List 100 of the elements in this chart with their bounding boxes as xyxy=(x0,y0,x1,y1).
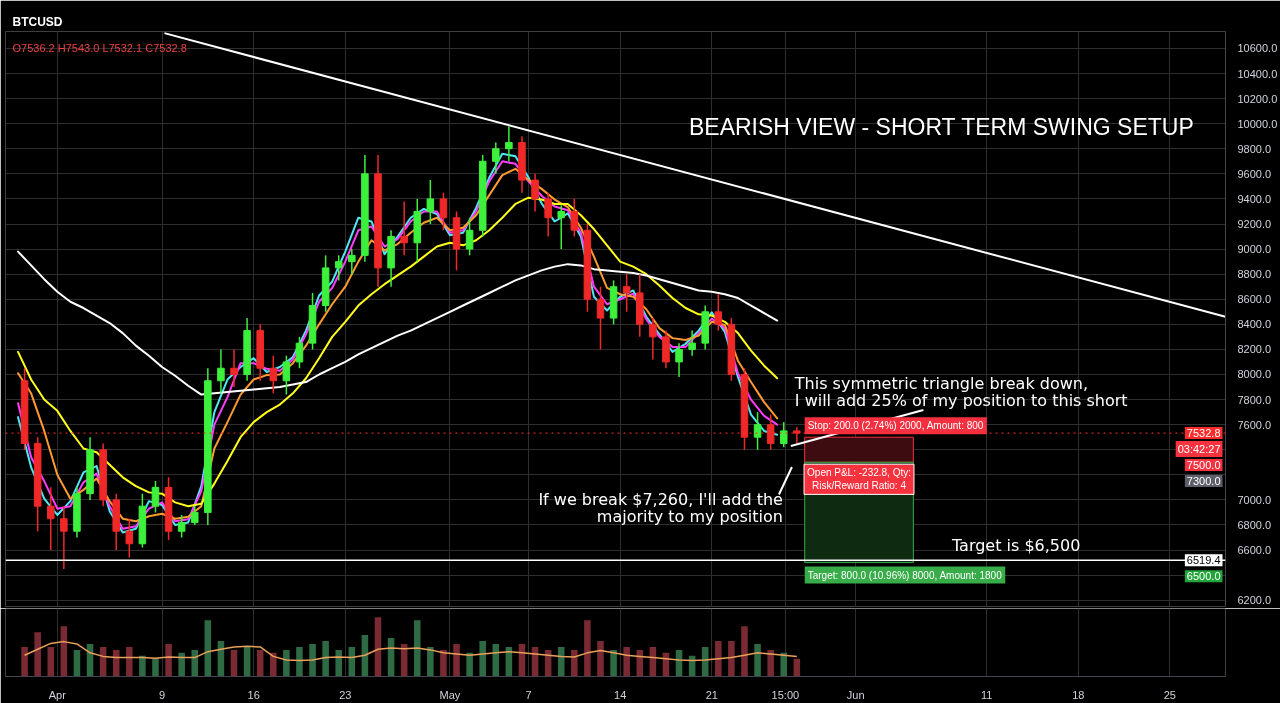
annotation: 03:42:27 xyxy=(1177,443,1221,456)
candlestick xyxy=(675,342,683,378)
x-tick-label: Jun xyxy=(846,688,865,701)
annotation: Open P&L: -232.8, Qty: Risk/Reward Ratio: 4 xyxy=(807,467,911,492)
candlestick xyxy=(596,285,605,351)
data-label: Stop: 200.0 (2.74%) 2000, Amount: 800 xyxy=(807,420,984,432)
candlestick xyxy=(151,480,160,514)
text: BEARISH VIEW - SHORT TERM SWING SETUP xyxy=(688,113,1194,140)
y-tick-label: 8400.0 xyxy=(1237,318,1272,331)
bar xyxy=(597,641,604,677)
candlestick xyxy=(465,216,474,257)
line-series xyxy=(17,250,779,396)
bar xyxy=(283,649,290,677)
bar xyxy=(413,620,421,677)
candlestick xyxy=(125,517,134,559)
candlestick xyxy=(779,421,788,448)
annotation: Target is $6,500 xyxy=(950,535,1081,555)
y-tick-label: 6800.0 xyxy=(1237,518,1272,531)
y-tick-label: 9200.0 xyxy=(1237,218,1272,230)
candlestick xyxy=(190,505,199,526)
candlestick xyxy=(217,348,225,395)
candlestick xyxy=(334,254,343,282)
bar xyxy=(152,658,159,677)
ref-line-label: 6519.4 xyxy=(1186,554,1221,567)
x-tick-label: May xyxy=(439,688,461,701)
candlestick xyxy=(269,354,278,395)
bar xyxy=(610,649,617,677)
bar xyxy=(309,643,316,677)
candlestick xyxy=(570,198,579,238)
y-tick-label: 9600.0 xyxy=(1237,167,1272,180)
bar xyxy=(270,652,277,677)
bar xyxy=(47,646,55,677)
ref-line-label: 7532.8 xyxy=(1186,427,1221,440)
x-tick-label: 15:00 xyxy=(771,688,800,701)
annotation: If we break $7,260, I'll add the majority to my position xyxy=(538,490,783,527)
bar xyxy=(741,626,748,677)
annotation: This symmetric triangle break down, I will add 25% of my position to this short xyxy=(793,374,1128,411)
annotation: O7536.2 H7543.0 L7532.1 C7532.8 xyxy=(12,42,187,55)
bar xyxy=(191,649,199,677)
annotation: 7500.0 xyxy=(1186,459,1221,472)
y-tick-label: 7600.0 xyxy=(1237,418,1272,431)
x-tick-label: 23 xyxy=(339,688,352,701)
y-tick-label: 8000.0 xyxy=(1237,368,1272,381)
candlestick xyxy=(531,173,539,213)
x-tick-label: 11 xyxy=(980,688,993,701)
y-tick-label: 10200.0 xyxy=(1237,92,1278,105)
bar xyxy=(623,646,630,677)
candlestick xyxy=(649,317,657,361)
candlestick xyxy=(766,413,775,451)
bar xyxy=(230,649,238,677)
bar xyxy=(715,641,722,677)
bar xyxy=(126,646,133,677)
bar xyxy=(754,643,761,677)
bar xyxy=(780,652,788,677)
candlestick xyxy=(400,200,408,257)
y-tick-label: 8200.0 xyxy=(1237,343,1272,356)
bar xyxy=(479,641,486,677)
x-tick-label: 16 xyxy=(247,688,260,701)
candlestick xyxy=(505,125,513,163)
candlestick xyxy=(46,486,55,551)
y-tick-label: 10400.0 xyxy=(1237,67,1278,80)
x-tick-label: 9 xyxy=(158,688,166,701)
bar xyxy=(557,646,565,677)
candlestick xyxy=(282,354,291,396)
bar xyxy=(427,646,434,677)
bar xyxy=(453,643,460,677)
candlestick xyxy=(544,191,552,238)
x-tick-label: 21 xyxy=(705,688,718,701)
bar xyxy=(178,652,185,677)
candlestick xyxy=(622,273,631,313)
bar xyxy=(335,649,342,677)
y-tick-label: 7800.0 xyxy=(1237,393,1272,406)
bar xyxy=(584,620,591,677)
y-tick-label: 10000.0 xyxy=(1237,117,1278,130)
candlestick xyxy=(295,336,304,369)
bar xyxy=(466,652,473,677)
candlestick xyxy=(426,179,435,225)
y-tick-label: 8800.0 xyxy=(1237,268,1272,281)
bar xyxy=(440,649,447,677)
candlestick xyxy=(557,204,566,250)
y-tick-label: 10600.0 xyxy=(1237,42,1278,55)
candlestick xyxy=(714,293,723,332)
candlestick xyxy=(439,191,448,232)
y-tick-label: 6200.0 xyxy=(1237,594,1272,607)
y-tick-label: 9400.0 xyxy=(1237,192,1272,205)
annotation: 6500.0 xyxy=(1186,570,1221,583)
data-label: Target: 800.0 (10.96%) 8000, Amount: 1800 xyxy=(807,569,1003,581)
y-tick-label: 8600.0 xyxy=(1237,293,1272,306)
bar xyxy=(73,649,81,677)
bar xyxy=(571,649,578,677)
bar xyxy=(322,641,329,677)
candlestick xyxy=(688,329,696,357)
annotation: 7300.0 xyxy=(1186,475,1221,488)
candlestick xyxy=(177,514,186,539)
candlestick xyxy=(230,348,238,388)
candlestick xyxy=(492,141,500,175)
bar xyxy=(165,643,172,677)
bar xyxy=(243,646,251,677)
candlestick xyxy=(60,505,68,570)
candlestick xyxy=(793,426,801,445)
